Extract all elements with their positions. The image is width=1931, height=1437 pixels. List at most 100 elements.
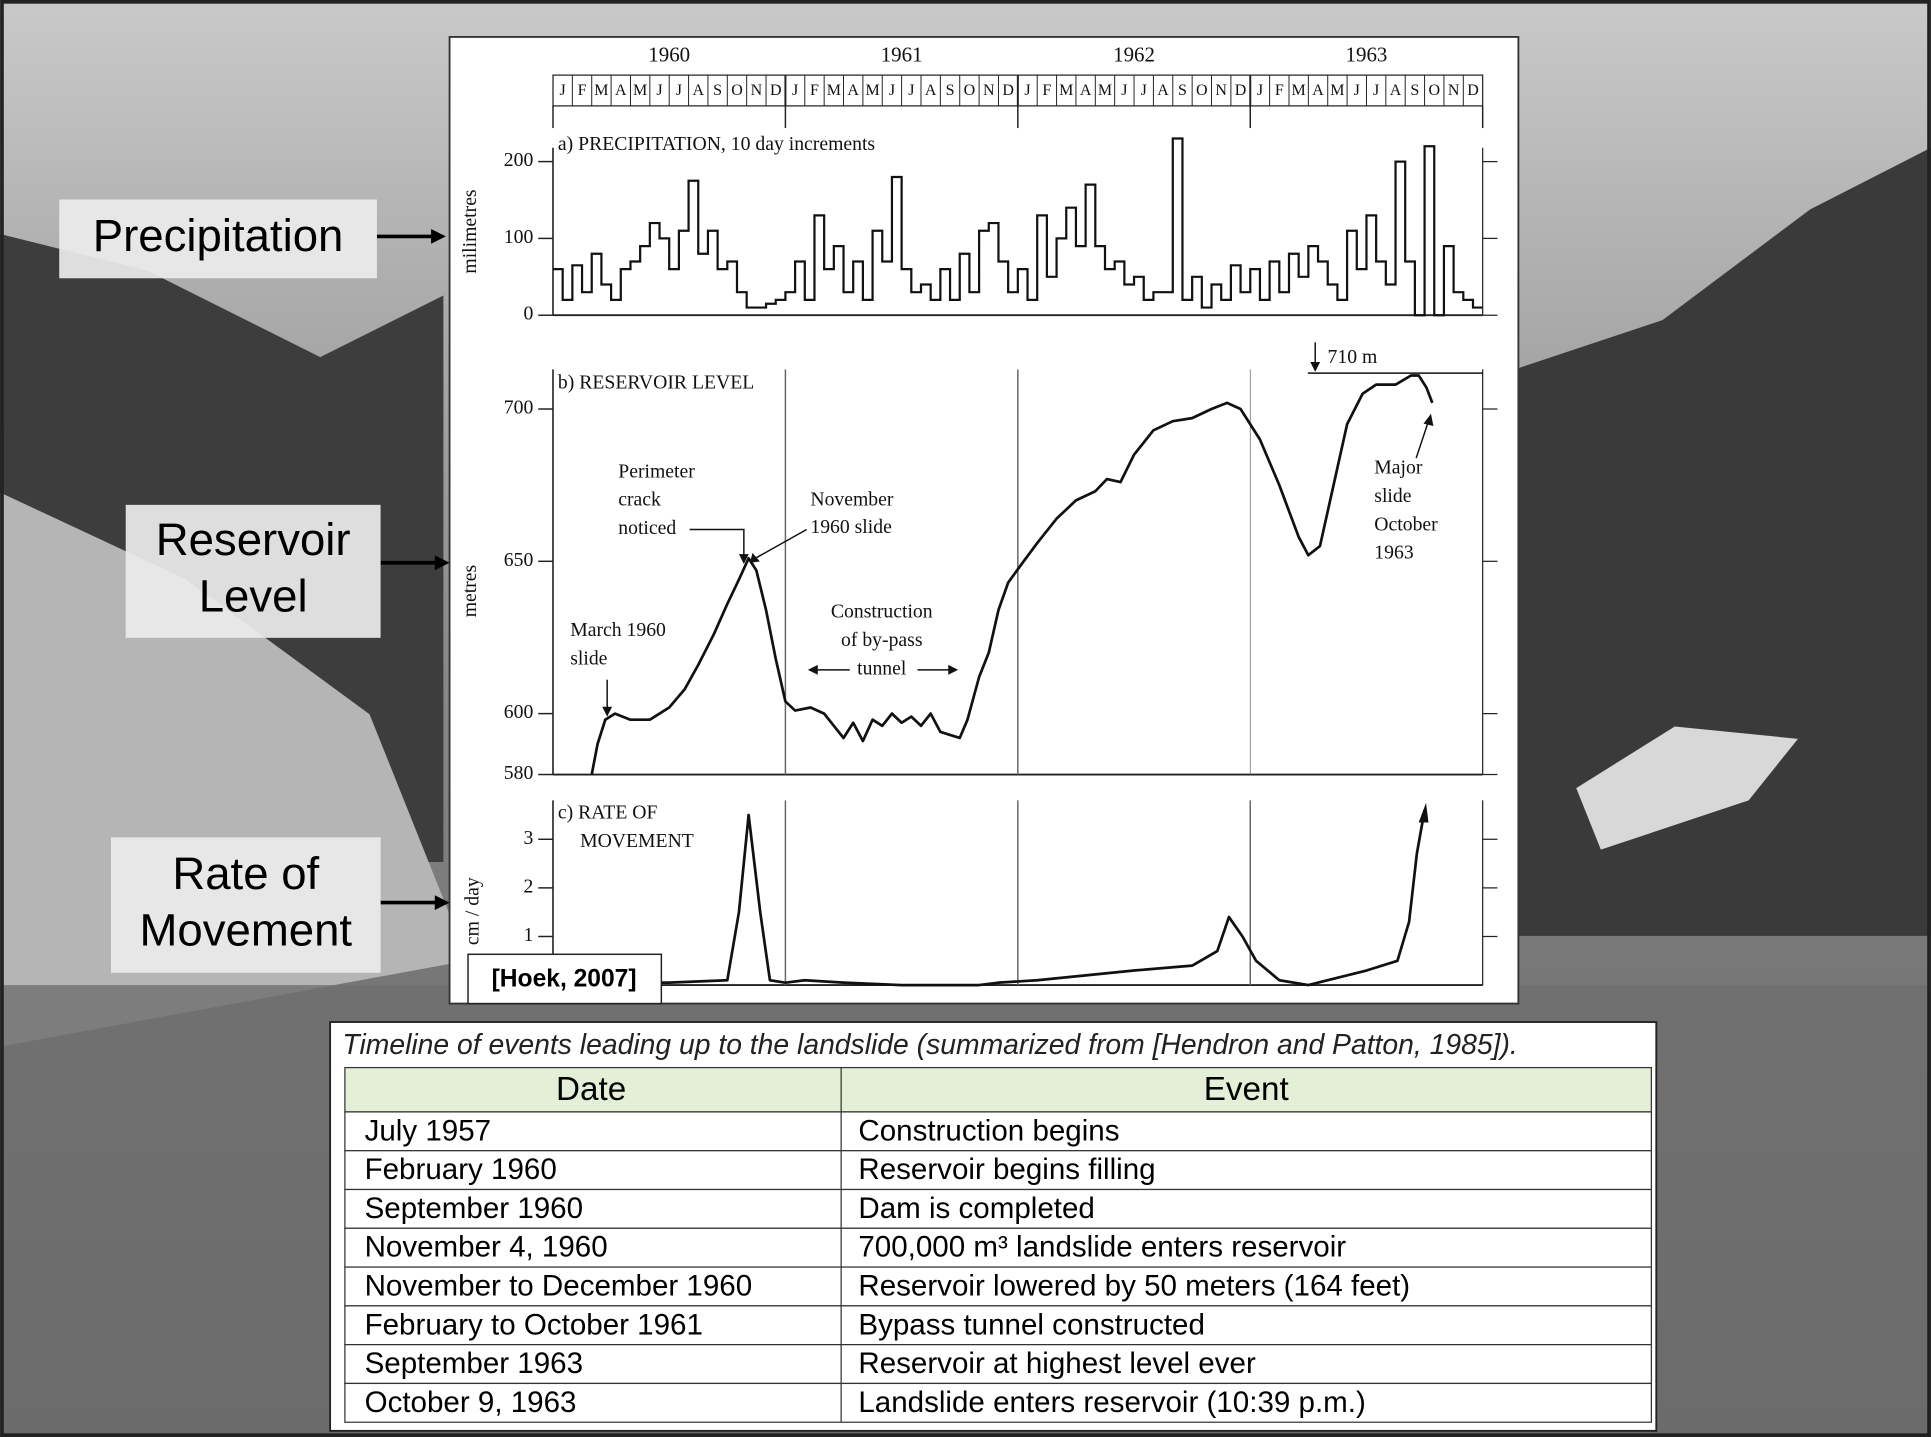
month-label: D — [1235, 82, 1247, 99]
annotation: Construction — [831, 601, 933, 623]
panel-title: b) RESERVOIR LEVEL — [558, 372, 754, 394]
month-label: A — [847, 82, 859, 99]
month-label: J — [560, 82, 566, 99]
month-label: O — [731, 82, 743, 99]
annotation: 710 m — [1328, 346, 1378, 368]
y-tick-label: 600 — [504, 701, 534, 723]
annotation: Major — [1374, 457, 1423, 479]
month-label: D — [1002, 82, 1014, 99]
slide: PrecipitationReservoirLevelRate ofMoveme… — [0, 0, 1931, 1437]
month-label: F — [578, 82, 587, 99]
citation: [Hoek, 2007] — [492, 966, 637, 993]
annotation: 1963 — [1374, 542, 1414, 564]
month-label: A — [1157, 82, 1169, 99]
month-label: J — [1141, 82, 1147, 99]
y-axis-label: milimetres — [459, 189, 481, 273]
side-label: Movement — [139, 904, 352, 955]
table-cell: February 1960 — [365, 1153, 557, 1186]
table-cell: Reservoir begins filling — [858, 1153, 1155, 1186]
month-label: A — [1390, 82, 1402, 99]
table-cell: Construction begins — [858, 1114, 1119, 1147]
side-label: Level — [199, 571, 308, 622]
month-label: D — [1467, 82, 1479, 99]
month-label: M — [1098, 82, 1112, 99]
y-tick-label: 2 — [523, 875, 533, 897]
annotation: Perimeter — [618, 460, 695, 482]
month-label: M — [633, 82, 647, 99]
month-label: M — [865, 82, 879, 99]
annotation: of by-pass — [841, 629, 922, 651]
table-cell: September 1960 — [365, 1192, 583, 1225]
month-label: S — [946, 82, 955, 99]
annotation: tunnel — [857, 657, 907, 679]
year-label: 1963 — [1346, 42, 1388, 66]
y-tick-label: 1 — [523, 924, 533, 946]
y-tick-label: 0 — [523, 303, 533, 325]
table-cell: Dam is completed — [858, 1192, 1094, 1225]
month-label: J — [656, 82, 662, 99]
y-tick-label: 100 — [504, 226, 534, 248]
table-header: Date — [556, 1071, 626, 1108]
month-label: M — [594, 82, 608, 99]
month-label: O — [964, 82, 976, 99]
panel-title: MOVEMENT — [580, 830, 694, 852]
month-label: N — [1215, 82, 1227, 99]
month-label: A — [1312, 82, 1324, 99]
month-label: M — [1330, 82, 1344, 99]
month-label: J — [676, 82, 682, 99]
table-cell: Reservoir at highest level ever — [858, 1347, 1256, 1380]
annotation: October — [1374, 513, 1438, 535]
month-label: M — [1292, 82, 1306, 99]
panel-title: a) PRECIPITATION, 10 day increments — [558, 133, 875, 155]
y-tick-label: 650 — [504, 549, 534, 571]
y-tick-label: 580 — [504, 762, 534, 784]
month-label: M — [827, 82, 841, 99]
month-label: S — [1178, 82, 1187, 99]
y-tick-label: 200 — [504, 149, 534, 171]
month-label: S — [1410, 82, 1419, 99]
side-label: Rate of — [172, 848, 319, 899]
page: PrecipitationReservoirLevelRate ofMoveme… — [0, 0, 1931, 1437]
table-caption: Timeline of events leading up to the lan… — [342, 1029, 1517, 1061]
side-label: Reservoir — [156, 514, 351, 565]
month-label: J — [1024, 82, 1030, 99]
annotation: 1960 slide — [810, 516, 892, 538]
month-label: A — [1080, 82, 1092, 99]
month-label: N — [751, 82, 763, 99]
annotation: slide — [1374, 485, 1411, 507]
month-label: J — [889, 82, 895, 99]
month-label: F — [1275, 82, 1284, 99]
year-label: 1960 — [648, 42, 690, 66]
year-label: 1961 — [881, 42, 923, 66]
table-header-bg — [345, 1068, 1651, 1112]
y-tick-label: 700 — [504, 397, 534, 419]
month-label: J — [1354, 82, 1360, 99]
month-label: O — [1428, 82, 1440, 99]
month-label: M — [1059, 82, 1073, 99]
month-label: J — [908, 82, 914, 99]
month-label: A — [692, 82, 704, 99]
table-cell: October 9, 1963 — [365, 1386, 577, 1419]
month-label: J — [1257, 82, 1263, 99]
annotation: November — [810, 489, 894, 511]
annotation: March 1960 — [570, 619, 666, 641]
month-label: A — [615, 82, 627, 99]
panel-title: c) RATE OF — [558, 801, 658, 823]
table-cell: November 4, 1960 — [365, 1231, 608, 1264]
month-label: D — [770, 82, 782, 99]
table-cell: February to October 1961 — [365, 1308, 703, 1341]
month-label: J — [1121, 82, 1127, 99]
month-label: J — [1373, 82, 1379, 99]
figure-panel — [450, 37, 1519, 1004]
month-label: S — [713, 82, 722, 99]
y-tick-label: 3 — [523, 827, 533, 849]
table-cell: September 1963 — [365, 1347, 583, 1380]
table-cell: 700,000 m³ landslide enters reservoir — [858, 1231, 1346, 1264]
table-header: Event — [1204, 1071, 1289, 1108]
month-label: O — [1196, 82, 1208, 99]
annotation: slide — [570, 648, 607, 670]
table-cell: Bypass tunnel constructed — [858, 1308, 1205, 1341]
month-label: A — [925, 82, 937, 99]
annotation: noticed — [618, 517, 676, 539]
month-label: J — [792, 82, 798, 99]
